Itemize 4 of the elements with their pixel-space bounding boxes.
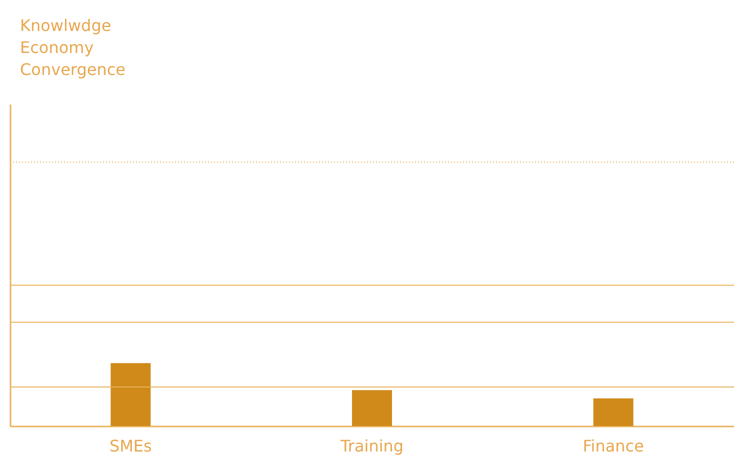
x-tick-label: Training [339, 436, 404, 456]
x-tick-label: SMEs [109, 436, 152, 456]
chart-title: Knowlwdge Economy Convergence [20, 16, 126, 79]
x-tick-label: Finance [582, 436, 644, 456]
